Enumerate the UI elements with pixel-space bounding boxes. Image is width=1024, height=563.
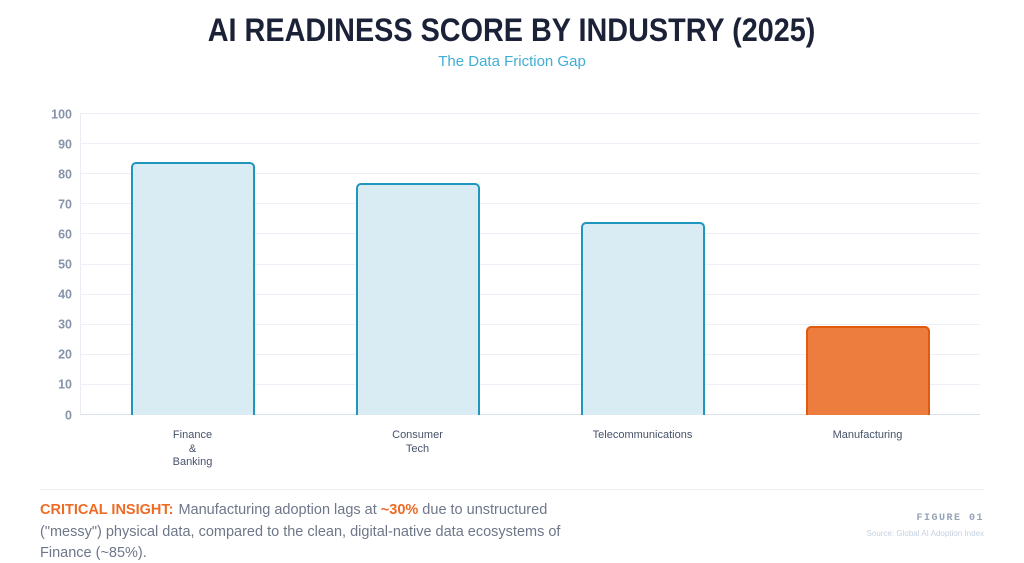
page-title-text: AI READINESS SCORE BY INDUSTRY (2025)	[208, 12, 816, 48]
figure-label: FIGURE 01	[916, 513, 984, 524]
x-tick-label-line: Finance	[172, 429, 213, 441]
y-axis-labels: 0 10 20 30 40 50 60 70 80 90 100	[28, 108, 72, 421]
bar-finance-banking	[130, 162, 255, 415]
y-tick-label-0: 0	[65, 407, 72, 422]
y-tick-label-100: 100	[51, 106, 72, 121]
x-tick-label-line: Tech	[405, 442, 430, 455]
y-tick-label-50: 50	[58, 257, 72, 272]
y-tick-label-60: 60	[58, 227, 72, 242]
gridline-20	[80, 353, 980, 355]
y-tick-label-20: 20	[58, 347, 72, 362]
gridline-90	[80, 143, 980, 145]
bar-slot-telecommunications	[530, 114, 755, 415]
insight-body-2: due to unstructured ("messy") physical d…	[40, 502, 561, 561]
x-tick-label-telecommunications: Telecommunications	[530, 429, 755, 470]
source-label: Source: Global AI Adoption Index	[866, 529, 984, 538]
x-tick-label-line: Telecommunications	[592, 429, 693, 441]
y-tick-label-70: 70	[58, 197, 72, 212]
insight-text: CRITICAL INSIGHT: Manufacturing adoption …	[40, 500, 600, 563]
x-axis-labels: Finance & Banking Consumer Tech Telecommunica…	[80, 429, 980, 470]
x-tick-label-line: &	[188, 442, 197, 455]
insight-label: CRITICAL INSIGHT:	[40, 502, 174, 518]
x-tick-label-finance-banking: Finance & Banking	[80, 429, 305, 470]
x-tick-label-manufacturing: Manufacturing	[755, 429, 980, 470]
y-tick-label-90: 90	[58, 136, 72, 151]
bar-slot-manufacturing	[755, 114, 980, 415]
y-tick-label-40: 40	[58, 287, 72, 302]
gridline-30	[80, 323, 980, 325]
gridline-100	[80, 113, 980, 114]
y-tick-label-80: 80	[58, 166, 72, 181]
y-tick-label-30: 30	[58, 317, 72, 332]
gridline-0	[80, 414, 980, 415]
plot-area	[80, 113, 980, 415]
gridline-50	[80, 263, 980, 265]
x-tick-label-line: Manufacturing	[832, 429, 903, 441]
gridline-40	[80, 293, 980, 295]
bar-consumer-tech	[355, 183, 480, 415]
gridline-10	[80, 383, 980, 385]
x-tick-label-line: Banking	[172, 456, 213, 468]
y-tick-label-10: 10	[58, 377, 72, 392]
x-tick-label-consumer-tech: Consumer Tech	[305, 429, 530, 470]
chart-subtitle: The Data Friction Gap	[438, 53, 586, 70]
insight-highlight: ~30%	[380, 502, 419, 518]
bar-telecommunications	[580, 222, 705, 415]
bars-row	[80, 114, 980, 415]
gridline-60	[80, 233, 980, 235]
page-title: AI READINESS SCORE BY INDUSTRY (2025)	[0, 12, 1024, 49]
insight-body-1: Manufacturing adoption lags at	[178, 502, 381, 518]
gridline-70	[80, 203, 980, 205]
bar-slot-finance-banking	[80, 114, 305, 415]
x-tick-label-line: Consumer	[392, 429, 443, 441]
bar-manufacturing	[805, 326, 930, 415]
footer-divider	[40, 489, 984, 490]
bar-slot-consumer-tech	[305, 114, 530, 415]
y-axis-line	[80, 114, 81, 415]
gridline-80	[80, 173, 980, 175]
